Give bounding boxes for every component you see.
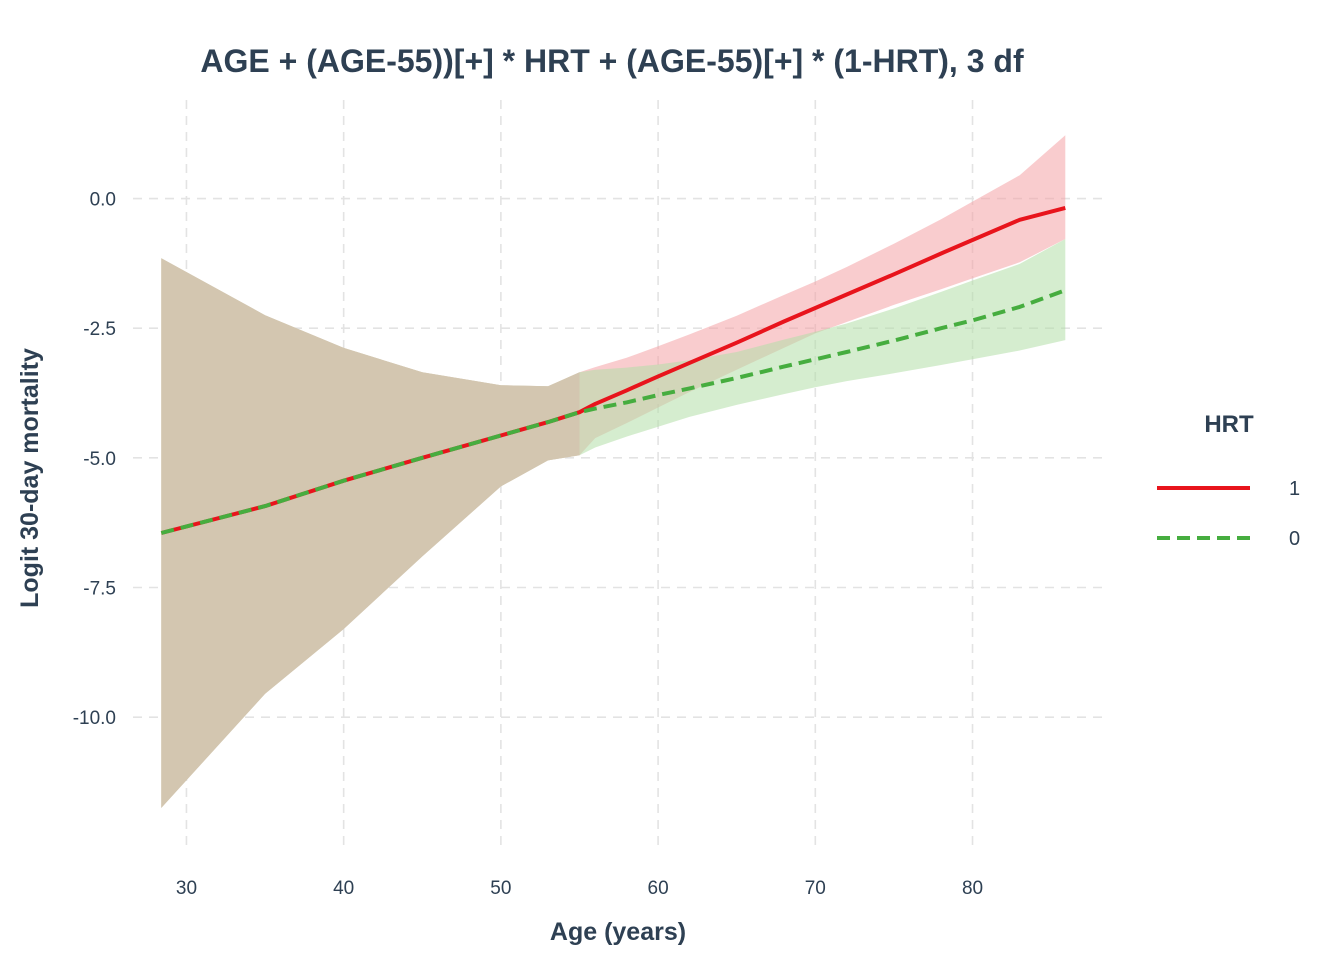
legend: HRT 10 — [1157, 411, 1300, 550]
y-tick-labels: 0.0 -2.5 -5.0 -7.5 -10.0 — [73, 190, 116, 730]
legend-items: 10 — [1157, 478, 1300, 550]
chart-title: AGE + (AGE-55))[+] * HRT + (AGE-55)[+] *… — [200, 43, 1024, 79]
legend-label-hrt-1: 1 — [1289, 478, 1300, 500]
y-tick-label: -2.5 — [83, 319, 116, 340]
x-tick-label: 60 — [648, 878, 669, 899]
legend-title: HRT — [1204, 411, 1254, 438]
x-tick-label: 70 — [805, 878, 826, 899]
x-tick-labels: 30 40 50 60 70 80 — [176, 878, 983, 899]
y-tick-label: -10.0 — [73, 708, 116, 729]
x-tick-label: 50 — [490, 878, 511, 899]
confidence-band-hrt-1 — [161, 135, 1066, 808]
x-tick-label: 80 — [962, 878, 983, 899]
y-tick-label: -7.5 — [83, 579, 116, 600]
legend-label-hrt-0: 0 — [1289, 528, 1300, 550]
series-line-hrt-0 — [160, 288, 1066, 535]
series-lines — [160, 205, 1066, 535]
x-axis-title: Age (years) — [550, 918, 686, 946]
y-tick-label: 0.0 — [90, 190, 116, 211]
confidence-bands — [161, 135, 1066, 808]
confidence-band-overlap — [161, 258, 580, 808]
y-tick-label: -5.0 — [83, 449, 116, 470]
x-tick-label: 40 — [333, 878, 354, 899]
x-tick-label: 30 — [176, 878, 197, 899]
y-axis-title: Logit 30-day mortality — [16, 348, 44, 608]
